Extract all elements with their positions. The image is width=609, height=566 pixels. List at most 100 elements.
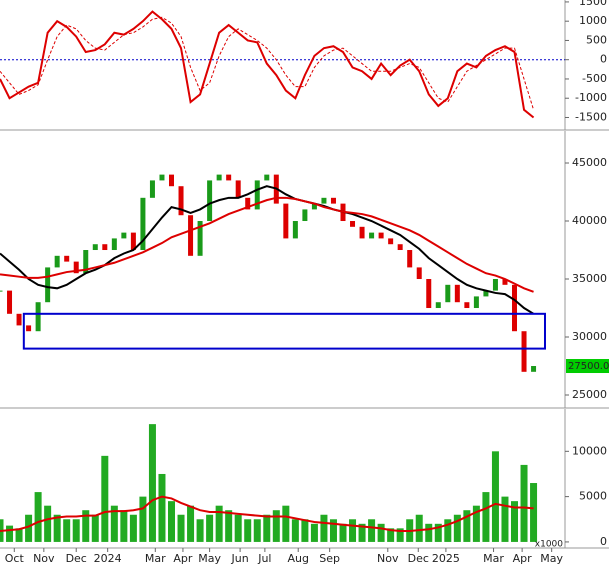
series-line: [0, 196, 534, 293]
volume-bar: [349, 519, 357, 542]
volume-bar: [244, 519, 252, 542]
x-tick-label: Nov: [33, 552, 55, 565]
candle: [302, 209, 308, 222]
volume-bar: [206, 514, 214, 542]
candle: [359, 226, 365, 239]
candle: [512, 284, 518, 332]
volume-bar: [444, 519, 452, 542]
x-tick-label: Dec: [408, 552, 429, 565]
candle: [531, 366, 537, 372]
volume-bar: [234, 514, 242, 542]
candle: [226, 174, 232, 181]
x-tick-label: Sep: [319, 552, 340, 565]
volume-bar: [91, 514, 99, 542]
volume-bar: [463, 510, 471, 542]
volume-bar: [263, 514, 271, 542]
candle: [454, 284, 460, 303]
volume-bar: [253, 519, 261, 542]
volume-bar: [339, 523, 347, 542]
candle: [169, 174, 175, 187]
volume-bar: [472, 505, 480, 542]
volume-bar: [329, 519, 337, 542]
series-line: [0, 185, 535, 315]
volume-bar: [415, 514, 423, 542]
candle: [207, 180, 213, 222]
volume-bar: [396, 528, 404, 542]
y-tick-label: 30000: [572, 330, 607, 343]
y-tick-label: 0: [600, 53, 607, 66]
candle: [350, 221, 356, 227]
candle: [26, 325, 32, 332]
y-tick-label: -500: [582, 72, 607, 85]
y-tick-label: 5000: [579, 490, 607, 503]
volume-bar: [44, 505, 52, 542]
x-tick-label: Dec: [66, 552, 87, 565]
candle: [407, 250, 413, 268]
candle: [45, 267, 51, 303]
candle: [502, 279, 508, 285]
volume-bar: [387, 528, 395, 542]
volume-bar: [101, 455, 109, 542]
y-tick-label: 35000: [572, 272, 607, 285]
candle: [64, 255, 70, 262]
candle: [188, 215, 194, 256]
volume-bar: [434, 523, 442, 542]
candle: [159, 174, 165, 181]
y-tick-label: 1000: [579, 14, 607, 27]
volume-bar: [120, 510, 128, 542]
candle: [416, 267, 422, 280]
candle: [111, 238, 117, 251]
candle: [311, 203, 317, 210]
series-line: [0, 16, 535, 110]
volume-bar: [177, 514, 185, 542]
volume-bar: [530, 483, 538, 542]
volume-bar: [187, 505, 195, 542]
last-price-box: [566, 359, 609, 374]
x-tick-label: 2025: [432, 552, 460, 565]
candle: [473, 296, 479, 309]
volume-bar: [310, 523, 318, 542]
candle: [245, 197, 251, 210]
candle: [264, 174, 270, 181]
volume-bar: [110, 505, 118, 542]
volume-bar: [6, 525, 14, 542]
series-line: [0, 495, 534, 533]
volume-bar: [15, 528, 23, 542]
y-tick-label: 1500: [579, 0, 607, 8]
y-tick-label: 10000: [572, 444, 607, 457]
candle: [378, 232, 384, 239]
candle: [464, 302, 470, 309]
candle: [92, 244, 98, 251]
volume-bar: [482, 492, 490, 542]
candle: [283, 203, 289, 239]
volume-bar: [148, 424, 156, 542]
volume-bar: [25, 514, 33, 542]
y-tick-label: -1500: [575, 110, 607, 123]
x-tick-label: Nov: [377, 552, 399, 565]
candle: [330, 197, 336, 204]
volume-bar: [63, 519, 71, 542]
candle: [7, 290, 13, 314]
candle: [35, 302, 41, 332]
candle: [0, 290, 3, 292]
volume-bar: [282, 505, 290, 542]
x-tick-label: Apr: [173, 552, 193, 565]
candle: [140, 197, 146, 251]
x-tick-label: May: [540, 552, 563, 565]
y-tick-label: 40000: [572, 214, 607, 227]
x-tick-label: Aug: [287, 552, 308, 565]
candle: [397, 244, 403, 251]
volume-bar: [358, 523, 366, 542]
candle: [435, 302, 441, 309]
candle: [16, 313, 22, 326]
y-tick-label: 25000: [572, 388, 607, 401]
candle: [197, 221, 203, 256]
candle: [292, 221, 298, 239]
x-tick-label: Jun: [231, 552, 249, 565]
candle: [178, 186, 184, 216]
volume-bar: [501, 496, 509, 542]
volume-bar: [139, 496, 147, 542]
volume-bar: [425, 523, 433, 542]
